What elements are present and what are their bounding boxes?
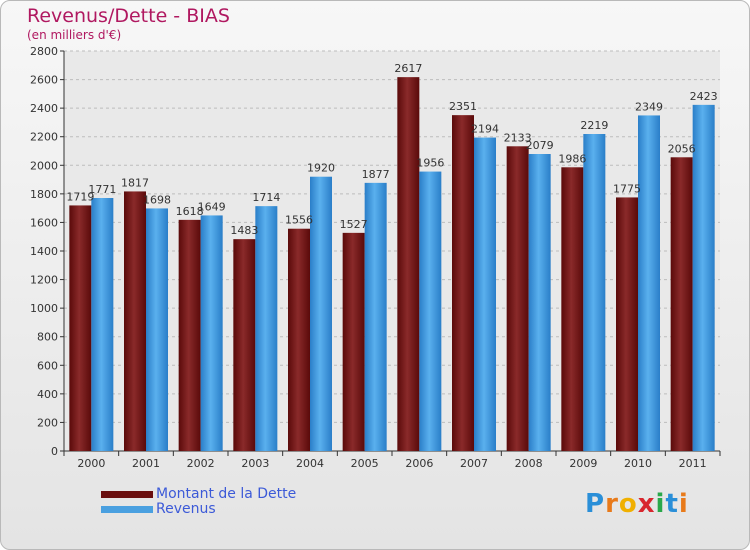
chart-subtitle: (en milliers d'€) (27, 28, 122, 42)
y-tick-label: 400 (37, 388, 58, 401)
data-label-dette: 1986 (558, 152, 586, 165)
bar-dette (452, 115, 474, 452)
bar-revenus (474, 137, 496, 452)
bar-dette (397, 77, 420, 452)
data-label-revenus: 2194 (471, 123, 499, 136)
bar-dette (616, 197, 638, 451)
bar-dette (288, 228, 310, 451)
x-tick-label: 2008 (515, 457, 543, 470)
bar-dette (233, 239, 256, 451)
data-label-dette: 1556 (285, 214, 313, 227)
y-tick-label: 800 (37, 331, 58, 344)
bar-revenus (255, 206, 278, 451)
x-tick-label: 2005 (351, 457, 379, 470)
data-label-dette: 1817 (121, 176, 149, 189)
bar-revenus (638, 115, 660, 451)
legend-label-revenus: Revenus (156, 501, 216, 517)
proxiti-logo: Proxiti (585, 489, 689, 519)
bar-dette (342, 232, 365, 451)
x-tick-label: 2003 (241, 457, 269, 470)
x-tick-label: 2002 (187, 457, 215, 470)
bar-revenus (91, 198, 114, 451)
data-label-revenus: 1771 (88, 183, 116, 196)
y-tick-label: 2800 (30, 45, 58, 58)
bar-revenus (528, 154, 551, 451)
data-label-revenus: 1920 (307, 162, 335, 175)
x-tick-label: 2006 (405, 457, 433, 470)
data-label-dette: 1527 (340, 218, 368, 231)
bar-dette (506, 146, 529, 452)
y-tick-label: 1400 (30, 245, 58, 258)
data-label-revenus: 2349 (635, 100, 663, 113)
data-label-dette: 2133 (504, 131, 532, 144)
data-label-dette: 2056 (668, 142, 696, 155)
data-label-revenus: 2079 (526, 139, 554, 152)
bar-revenus (146, 208, 168, 451)
data-label-dette: 2351 (449, 100, 477, 113)
x-tick-label: 2001 (132, 457, 160, 470)
y-tick-label: 600 (37, 359, 58, 372)
y-tick-label: 2400 (30, 102, 58, 115)
y-tick-label: 2200 (30, 131, 58, 144)
x-tick-label: 2000 (77, 457, 105, 470)
data-label-revenus: 1698 (143, 193, 171, 206)
legend-swatch-debt (101, 491, 153, 498)
x-tick-label: 2010 (624, 457, 652, 470)
data-label-revenus: 1649 (198, 200, 226, 213)
data-label-dette: 1483 (230, 224, 258, 237)
bar-revenus (692, 104, 715, 451)
x-tick-label: 2011 (679, 457, 707, 470)
bar-revenus (364, 182, 387, 451)
bar-dette (561, 167, 584, 452)
bar-revenus (200, 215, 223, 451)
y-tick-label: 1800 (30, 188, 58, 201)
bar-revenus (583, 134, 606, 451)
chart-title: Revenus/Dette - BIAS (27, 5, 230, 27)
legend-swatch-revenus (101, 506, 153, 513)
data-label-dette: 1719 (66, 190, 94, 203)
bar-dette (178, 219, 201, 451)
bar-dette (69, 205, 92, 451)
y-tick-label: 200 (37, 416, 58, 429)
data-label-dette: 1618 (176, 205, 204, 218)
x-tick-label: 2007 (460, 457, 488, 470)
data-label-dette: 1775 (613, 182, 641, 195)
data-label-revenus: 1956 (416, 157, 444, 170)
data-label-revenus: 2219 (580, 119, 608, 132)
bar-revenus (310, 176, 332, 451)
y-tick-label: 2000 (30, 159, 58, 172)
x-tick-label: 2009 (569, 457, 597, 470)
bar-dette (670, 157, 693, 452)
data-label-revenus: 2423 (690, 90, 718, 103)
legend-label-debt: Montant de la Dette (156, 486, 297, 502)
bar-dette (124, 191, 146, 451)
data-label-dette: 2617 (394, 62, 422, 75)
y-tick-label: 0 (51, 445, 58, 458)
y-tick-label: 2600 (30, 74, 58, 87)
data-label-revenus: 1877 (362, 168, 390, 181)
bar-revenus (419, 171, 442, 452)
y-tick-label: 1000 (30, 302, 58, 315)
x-tick-label: 2004 (296, 457, 324, 470)
y-tick-label: 1600 (30, 216, 58, 229)
y-tick-label: 1200 (30, 274, 58, 287)
data-label-revenus: 1714 (252, 191, 280, 204)
